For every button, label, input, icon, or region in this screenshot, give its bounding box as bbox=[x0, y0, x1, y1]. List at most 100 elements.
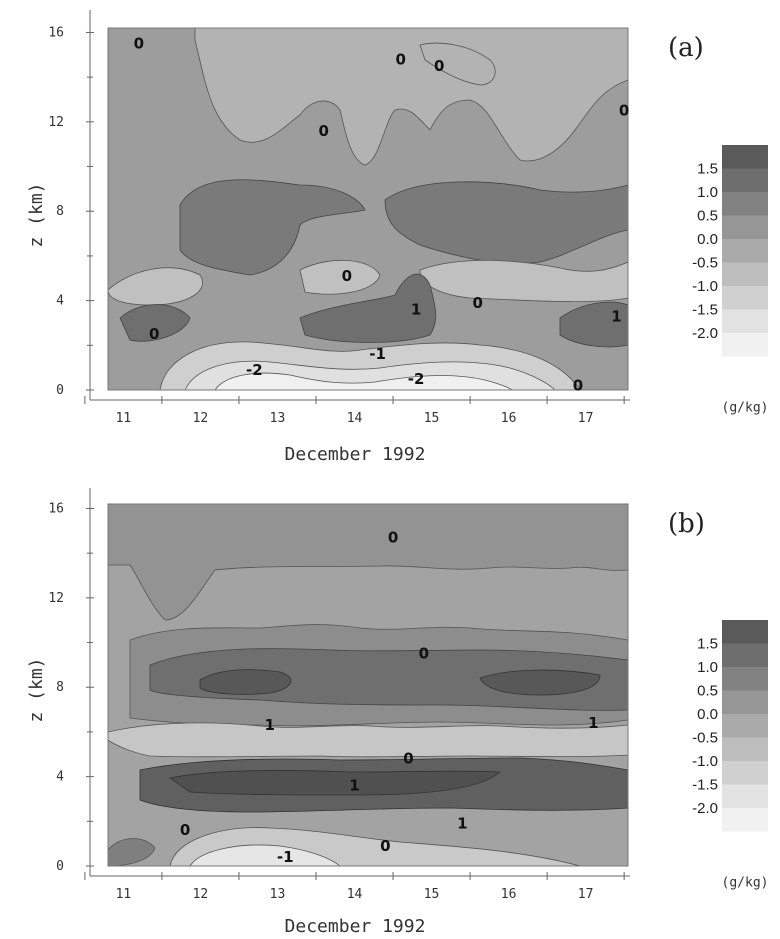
contour-label: 0 bbox=[380, 837, 390, 855]
colorbar-swatch bbox=[722, 808, 768, 832]
panel-b-x-ticks: 11 12 13 14 15 16 17 bbox=[84, 872, 625, 902]
colorbar-tick-label: 0.5 bbox=[697, 683, 718, 700]
contour-label: 1 bbox=[457, 815, 467, 833]
contour-label: -2 bbox=[408, 370, 425, 388]
colorbar-unit: (g/kg) bbox=[722, 401, 769, 416]
y-tick-label: 12 bbox=[48, 115, 64, 130]
contour-label: 0 bbox=[573, 377, 583, 395]
y-tick-label: 16 bbox=[48, 501, 64, 516]
panel-a-label: (a) bbox=[668, 33, 704, 63]
panel-a-light-band bbox=[108, 259, 628, 306]
colorbar-swatch bbox=[722, 333, 768, 357]
contour-label: 0 bbox=[318, 122, 328, 140]
panel-b-light-band bbox=[108, 722, 628, 758]
x-tick-label: 15 bbox=[424, 887, 440, 902]
x-tick-label: 11 bbox=[116, 411, 132, 426]
panel-a-contour-labels: 0 0 0 0 0 0 0 0 1 1 -1 -2 -2 0 bbox=[134, 35, 630, 395]
colorbar-tick-label: -0.5 bbox=[692, 730, 718, 747]
x-tick-label: 17 bbox=[578, 887, 594, 902]
colorbar-tick-label: -1.0 bbox=[692, 278, 718, 295]
colorbar-tick-label: 0.0 bbox=[697, 231, 718, 248]
panel-b-y-ticks: 0 4 8 12 16 bbox=[48, 501, 94, 874]
y-tick-label: 16 bbox=[48, 25, 64, 40]
contour-label: 0 bbox=[149, 325, 159, 343]
contour-label: 1 bbox=[411, 301, 421, 319]
x-tick-label: 12 bbox=[193, 887, 209, 902]
panel-b-colorbar: 1.5 1.0 0.5 0.0 -0.5 -1.0 -1.5 -2.0 (g/kg) bbox=[692, 620, 768, 891]
panel-a-mid-dark-layer bbox=[179, 179, 628, 276]
contour-label: 0 bbox=[396, 50, 406, 68]
panel-b-ylabel: z (km) bbox=[26, 657, 47, 722]
panel-a-xlabel: December 1992 bbox=[285, 444, 426, 465]
y-tick-label: 8 bbox=[56, 204, 64, 219]
contour-label: 0 bbox=[473, 294, 483, 312]
contour-label: 1 bbox=[349, 777, 359, 795]
colorbar-swatch bbox=[722, 215, 768, 239]
y-tick-label: 4 bbox=[56, 770, 64, 785]
y-tick-label: 0 bbox=[56, 859, 64, 874]
x-tick-label: 15 bbox=[424, 411, 440, 426]
panel-b-xlabel: December 1992 bbox=[285, 916, 426, 937]
panel-a-y-ticks: 0 4 8 12 16 bbox=[48, 25, 94, 398]
colorbar-swatch bbox=[722, 784, 768, 808]
panel-a-upper-tongues bbox=[194, 28, 628, 166]
colorbar-swatch bbox=[722, 643, 768, 667]
colorbar-swatch bbox=[722, 262, 768, 286]
colorbar-swatch bbox=[722, 667, 768, 691]
x-tick-label: 16 bbox=[501, 411, 517, 426]
contour-label: 0 bbox=[403, 750, 413, 768]
contour-label: 0 bbox=[180, 821, 190, 839]
contour-label: 0 bbox=[388, 529, 398, 547]
panel-a-surface-dry bbox=[159, 341, 581, 390]
panel-b-mid-core bbox=[149, 648, 628, 711]
contour-label: 0 bbox=[419, 645, 429, 663]
panel-a-x-ticks: 11 12 13 14 15 16 17 bbox=[84, 396, 625, 426]
colorbar-tick-label: -1.5 bbox=[692, 302, 718, 319]
colorbar-swatch bbox=[722, 145, 768, 169]
panel-a-lower-dark-band bbox=[119, 273, 628, 348]
y-tick-label: 12 bbox=[48, 591, 64, 606]
panel-a-frame bbox=[107, 27, 629, 391]
y-tick-label: 8 bbox=[56, 680, 64, 695]
contour-label: 1 bbox=[588, 714, 598, 732]
colorbar-swatch bbox=[722, 737, 768, 761]
colorbar-swatch bbox=[722, 714, 768, 738]
colorbar-swatch bbox=[722, 620, 768, 644]
panel-b-lower-dark-core bbox=[169, 769, 501, 796]
x-tick-label: 16 bbox=[501, 887, 517, 902]
panel-b-top-band bbox=[108, 504, 628, 621]
colorbar-swatch bbox=[722, 309, 768, 333]
y-tick-label: 0 bbox=[56, 383, 64, 398]
panel-a-ylabel: z (km) bbox=[26, 182, 47, 247]
x-tick-label: 11 bbox=[116, 887, 132, 902]
contour-label: 1 bbox=[611, 307, 621, 325]
colorbar-tick-label: -0.5 bbox=[692, 255, 718, 272]
x-tick-label: 13 bbox=[270, 887, 286, 902]
colorbar-swatch bbox=[722, 761, 768, 785]
panel-b-contour-labels: 0 0 1 1 0 1 1 0 0 -1 bbox=[180, 529, 599, 867]
panel-b-surface-dry bbox=[108, 827, 581, 866]
panel-b-frame bbox=[107, 503, 629, 867]
colorbar-tick-label: -2.0 bbox=[692, 325, 718, 342]
contour-label: 0 bbox=[134, 35, 144, 53]
colorbar-swatch bbox=[722, 690, 768, 714]
contour-label: 0 bbox=[342, 267, 352, 285]
colorbar-swatch bbox=[722, 192, 768, 216]
contour-label: -1 bbox=[369, 345, 386, 363]
contour-label: -2 bbox=[246, 361, 263, 379]
colorbar-tick-label: -1.0 bbox=[692, 753, 718, 770]
panel-b-mid-dark-patches bbox=[199, 669, 601, 696]
contour-label: 1 bbox=[265, 716, 275, 734]
x-tick-label: 14 bbox=[347, 887, 363, 902]
colorbar-tick-label: 1.5 bbox=[697, 636, 718, 653]
panel-a-field bbox=[108, 28, 628, 390]
x-tick-label: 12 bbox=[193, 411, 209, 426]
colorbar-swatch bbox=[722, 168, 768, 192]
colorbar-swatch bbox=[722, 239, 768, 263]
y-tick-label: 4 bbox=[56, 294, 64, 309]
colorbar-tick-label: 1.0 bbox=[697, 659, 718, 676]
colorbar-tick-label: 1.5 bbox=[697, 161, 718, 178]
